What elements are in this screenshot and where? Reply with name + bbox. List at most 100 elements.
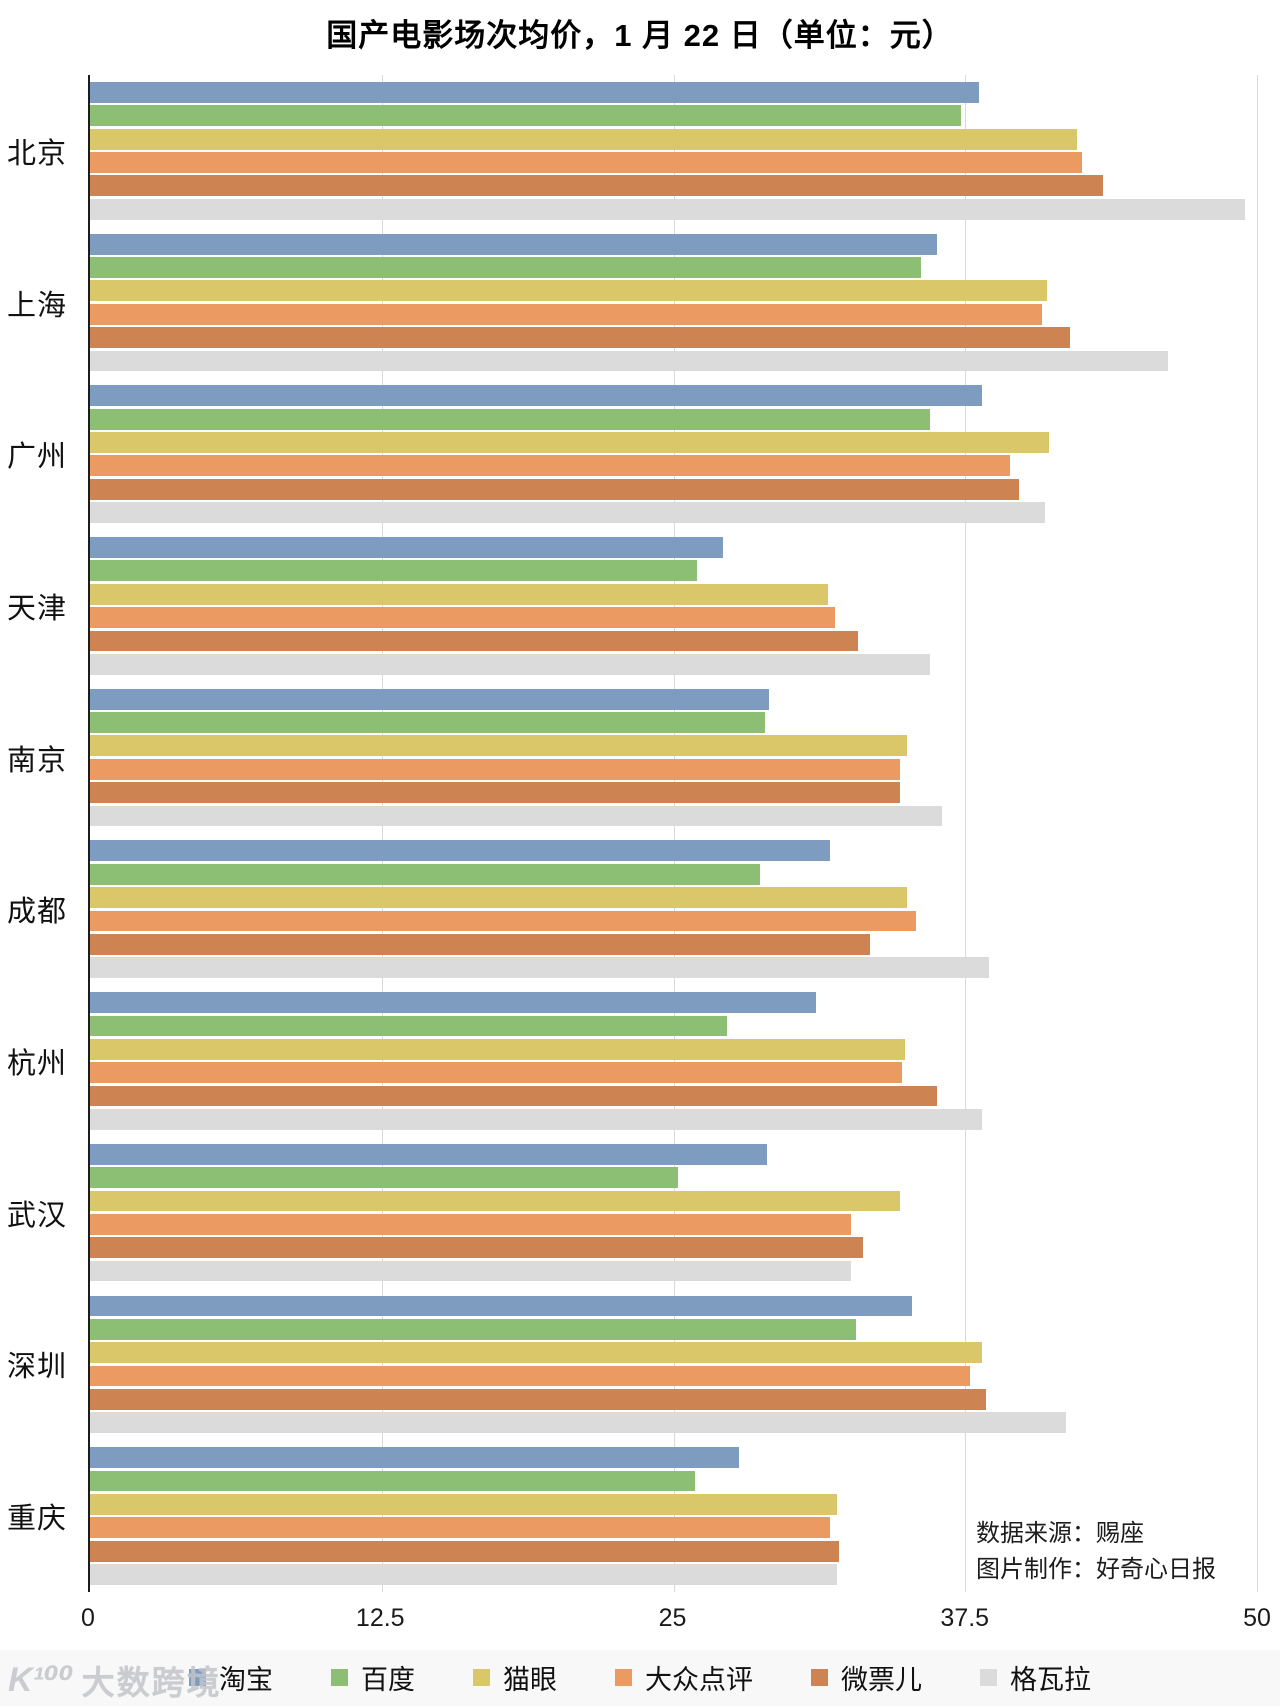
- bar-南京-微票儿: [90, 782, 900, 804]
- legend-swatch-icon: [811, 1668, 828, 1686]
- category-label-上海: 上海: [6, 289, 67, 322]
- bar-杭州-百度: [90, 1015, 728, 1037]
- bar-南京-格瓦拉: [90, 805, 942, 827]
- bar-武汉-微票儿: [90, 1237, 863, 1259]
- bar-南京-淘宝: [90, 688, 770, 710]
- category-label-天津: 天津: [6, 592, 67, 625]
- y-axis-category-labels: 北京上海广州天津南京成都杭州武汉深圳重庆: [0, 75, 80, 1592]
- bar-深圳-淘宝: [90, 1295, 912, 1317]
- bar-group-北京: [90, 75, 1257, 227]
- legend: 淘宝 百度 猫眼 大众点评 微票儿 格瓦拉: [0, 1654, 1280, 1700]
- category-label-武汉: 武汉: [6, 1199, 67, 1232]
- plot-area: [88, 75, 1258, 1592]
- legend-label: 百度: [361, 1664, 415, 1695]
- bar-上海-淘宝: [90, 233, 938, 255]
- bar-武汉-大众点评: [90, 1213, 851, 1235]
- category-label-深圳: 深圳: [6, 1351, 67, 1384]
- x-tick-label-25: 25: [658, 1604, 687, 1632]
- legend-swatch-icon: [189, 1668, 206, 1686]
- category-label-杭州: 杭州: [6, 1047, 67, 1080]
- bar-group-武汉: [90, 1137, 1257, 1289]
- bar-上海-百度: [90, 257, 921, 278]
- bar-北京-猫眼: [90, 128, 1078, 150]
- bar-重庆-淘宝: [90, 1447, 739, 1469]
- legend-item-微票儿: 微票儿: [811, 1658, 922, 1697]
- bar-广州-大众点评: [90, 455, 1010, 477]
- bar-重庆-猫眼: [90, 1493, 837, 1515]
- bar-group-广州: [90, 378, 1257, 530]
- source-note: 数据来源：赐座 图片制作：好奇心日报: [976, 1516, 1216, 1588]
- category-label-北京: 北京: [6, 137, 67, 170]
- bar-上海-微票儿: [90, 327, 1071, 348]
- bar-杭州-微票儿: [90, 1085, 938, 1107]
- category-label-重庆: 重庆: [6, 1503, 67, 1536]
- bar-成都-格瓦拉: [90, 957, 989, 979]
- x-tick-label-37.5: 37.5: [940, 1604, 990, 1632]
- legend-swatch-icon: [473, 1668, 490, 1686]
- bar-上海-格瓦拉: [90, 350, 1169, 372]
- bar-上海-猫眼: [90, 280, 1047, 302]
- x-tick-label-0: 0: [81, 1604, 95, 1632]
- bar-北京-格瓦拉: [90, 198, 1246, 220]
- bar-group-上海: [90, 227, 1257, 379]
- bar-深圳-猫眼: [90, 1342, 982, 1364]
- bar-南京-百度: [90, 712, 765, 733]
- bar-group-重庆: [90, 1440, 1257, 1592]
- bar-天津-大众点评: [90, 607, 835, 629]
- bar-重庆-格瓦拉: [90, 1564, 837, 1585]
- bar-广州-淘宝: [90, 385, 982, 407]
- category-label-广州: 广州: [6, 441, 67, 474]
- x-axis: 0 12.5 25 37.5 50: [81, 1604, 1271, 1638]
- legend-label: 淘宝: [219, 1664, 273, 1695]
- bar-武汉-淘宝: [90, 1143, 767, 1165]
- bar-天津-淘宝: [90, 537, 723, 558]
- legend-label: 猫眼: [503, 1664, 557, 1695]
- bar-北京-大众点评: [90, 152, 1082, 173]
- bar-武汉-猫眼: [90, 1190, 900, 1212]
- bar-北京-淘宝: [90, 82, 980, 103]
- source-line-1: 数据来源：赐座: [976, 1520, 1144, 1547]
- bar-杭州-大众点评: [90, 1062, 903, 1084]
- legend-swatch-icon: [615, 1668, 632, 1686]
- bar-group-南京: [90, 682, 1257, 834]
- bar-深圳-格瓦拉: [90, 1412, 1066, 1434]
- bar-北京-微票儿: [90, 175, 1103, 197]
- source-line-2: 图片制作：好奇心日报: [976, 1556, 1216, 1583]
- bar-group-天津: [90, 530, 1257, 682]
- category-label-成都: 成都: [6, 896, 67, 929]
- legend-item-百度: 百度: [331, 1658, 415, 1697]
- bar-武汉-格瓦拉: [90, 1260, 851, 1282]
- bar-成都-猫眼: [90, 887, 907, 909]
- bar-广州-格瓦拉: [90, 502, 1045, 524]
- bar-成都-淘宝: [90, 840, 830, 862]
- legend-label: 微票儿: [841, 1664, 922, 1695]
- legend-label: 格瓦拉: [1010, 1664, 1091, 1695]
- bar-广州-微票儿: [90, 478, 1019, 500]
- bar-成都-百度: [90, 863, 760, 885]
- bar-南京-猫眼: [90, 735, 907, 757]
- bar-成都-微票儿: [90, 933, 870, 955]
- bar-杭州-猫眼: [90, 1038, 905, 1060]
- gridline-50: [1257, 75, 1258, 1592]
- bar-南京-大众点评: [90, 758, 900, 780]
- bar-杭州-淘宝: [90, 992, 816, 1013]
- gridline-25: [673, 75, 675, 1592]
- bar-group-深圳: [90, 1289, 1257, 1441]
- bar-天津-百度: [90, 560, 697, 582]
- bar-天津-猫眼: [90, 583, 828, 605]
- legend-swatch-icon: [980, 1668, 997, 1686]
- bar-广州-猫眼: [90, 432, 1050, 453]
- bar-深圳-大众点评: [90, 1365, 970, 1387]
- x-tick-label-12.5: 12.5: [355, 1604, 405, 1632]
- bar-重庆-大众点评: [90, 1517, 830, 1539]
- bar-group-杭州: [90, 985, 1257, 1137]
- bar-重庆-微票儿: [90, 1540, 840, 1562]
- legend-item-格瓦拉: 格瓦拉: [980, 1658, 1091, 1697]
- bar-广州-百度: [90, 408, 931, 430]
- category-label-南京: 南京: [6, 744, 67, 777]
- bar-成都-大众点评: [90, 910, 917, 932]
- legend-label: 大众点评: [645, 1664, 753, 1695]
- bar-天津-微票儿: [90, 630, 858, 652]
- bar-北京-百度: [90, 105, 961, 127]
- chart-title: 国产电影场次均价，1 月 22 日（单位：元）: [326, 18, 954, 53]
